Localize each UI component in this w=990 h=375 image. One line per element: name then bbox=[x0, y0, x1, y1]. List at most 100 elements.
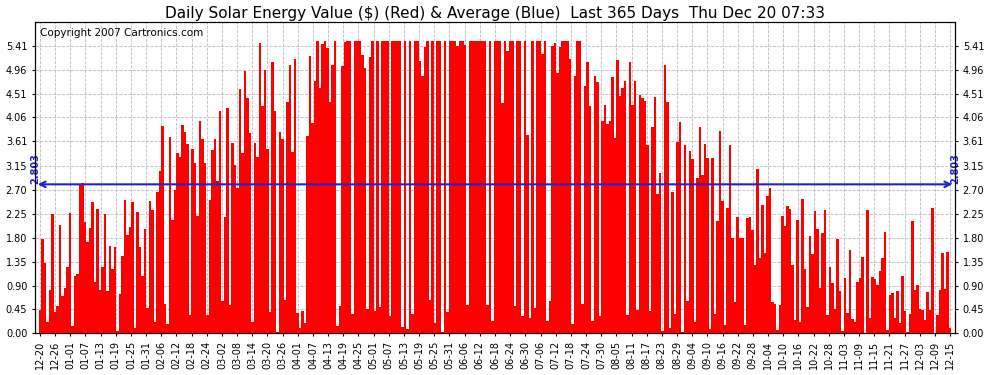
Bar bbox=[127, 235, 129, 333]
Bar bbox=[927, 292, 929, 333]
Bar bbox=[627, 315, 629, 333]
Bar bbox=[529, 318, 531, 333]
Bar bbox=[109, 246, 111, 333]
Bar bbox=[941, 254, 943, 333]
Bar bbox=[209, 200, 211, 333]
Bar bbox=[56, 306, 58, 333]
Bar bbox=[469, 41, 471, 333]
Bar bbox=[294, 59, 296, 333]
Bar bbox=[554, 43, 556, 333]
Bar bbox=[776, 330, 778, 333]
Bar bbox=[94, 282, 96, 333]
Bar bbox=[132, 202, 134, 333]
Bar bbox=[271, 63, 273, 333]
Bar bbox=[199, 121, 201, 333]
Bar bbox=[881, 258, 884, 333]
Bar bbox=[376, 41, 378, 333]
Bar bbox=[356, 41, 358, 333]
Bar bbox=[434, 323, 436, 333]
Bar bbox=[301, 310, 304, 333]
Bar bbox=[439, 41, 442, 333]
Bar bbox=[499, 41, 501, 333]
Bar bbox=[147, 308, 148, 333]
Bar bbox=[89, 228, 91, 333]
Bar bbox=[644, 101, 646, 333]
Bar bbox=[732, 238, 734, 333]
Bar bbox=[186, 144, 188, 333]
Bar bbox=[259, 43, 261, 333]
Bar bbox=[712, 158, 714, 333]
Bar bbox=[766, 196, 768, 333]
Bar bbox=[114, 247, 116, 333]
Bar bbox=[364, 68, 366, 333]
Bar bbox=[759, 258, 761, 333]
Bar bbox=[466, 305, 468, 333]
Bar bbox=[319, 88, 321, 333]
Bar bbox=[639, 95, 642, 333]
Bar bbox=[69, 213, 71, 333]
Bar bbox=[561, 41, 563, 333]
Bar bbox=[219, 111, 221, 333]
Bar bbox=[384, 41, 386, 333]
Bar bbox=[922, 310, 924, 333]
Bar bbox=[201, 139, 204, 333]
Bar bbox=[866, 210, 868, 333]
Bar bbox=[546, 321, 548, 333]
Bar bbox=[214, 139, 216, 333]
Bar bbox=[819, 288, 821, 333]
Bar bbox=[446, 312, 448, 333]
Bar bbox=[834, 309, 837, 333]
Bar bbox=[264, 70, 266, 333]
Bar bbox=[624, 81, 626, 333]
Bar bbox=[312, 123, 314, 333]
Bar bbox=[851, 318, 853, 333]
Bar bbox=[702, 175, 704, 333]
Bar bbox=[756, 168, 758, 333]
Bar bbox=[899, 322, 901, 333]
Bar bbox=[844, 278, 846, 333]
Bar bbox=[322, 45, 324, 333]
Bar bbox=[332, 66, 334, 333]
Bar bbox=[248, 133, 251, 333]
Bar bbox=[369, 57, 371, 333]
Bar bbox=[461, 41, 463, 333]
Bar bbox=[859, 278, 861, 333]
Bar bbox=[479, 41, 481, 333]
Bar bbox=[876, 285, 878, 333]
Bar bbox=[519, 41, 521, 333]
Bar bbox=[464, 45, 466, 333]
Bar bbox=[414, 41, 416, 333]
Bar bbox=[176, 153, 178, 333]
Bar bbox=[456, 46, 458, 333]
Bar bbox=[166, 324, 168, 333]
Bar bbox=[348, 41, 351, 333]
Bar bbox=[399, 41, 401, 333]
Bar bbox=[153, 322, 156, 333]
Bar bbox=[471, 41, 473, 333]
Bar bbox=[179, 157, 181, 333]
Bar bbox=[856, 282, 858, 333]
Bar bbox=[353, 41, 356, 333]
Bar bbox=[159, 171, 161, 333]
Bar bbox=[827, 315, 829, 333]
Bar bbox=[496, 41, 499, 333]
Bar bbox=[637, 310, 639, 333]
Bar bbox=[794, 320, 796, 333]
Bar bbox=[846, 313, 848, 333]
Bar bbox=[654, 98, 656, 333]
Bar bbox=[489, 41, 491, 333]
Bar bbox=[476, 41, 478, 333]
Bar bbox=[937, 315, 939, 333]
Bar bbox=[504, 41, 506, 333]
Bar bbox=[779, 305, 781, 333]
Bar bbox=[317, 41, 319, 333]
Bar bbox=[539, 41, 542, 333]
Bar bbox=[832, 283, 834, 333]
Bar bbox=[101, 267, 104, 333]
Bar bbox=[527, 135, 529, 333]
Bar bbox=[634, 81, 637, 333]
Bar bbox=[502, 103, 504, 333]
Bar bbox=[217, 181, 219, 333]
Bar bbox=[704, 144, 706, 333]
Bar bbox=[532, 41, 534, 333]
